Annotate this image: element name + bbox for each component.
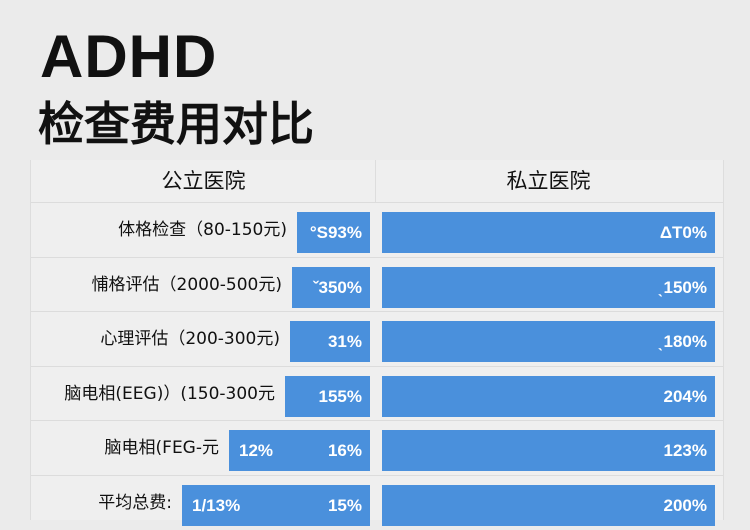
bar-private-label: ˎ150% xyxy=(657,277,707,297)
bar-public-label: °S93% xyxy=(309,223,362,242)
bar-public: 1/13% 15% xyxy=(182,484,370,526)
title-line-1: ADHD xyxy=(40,23,218,90)
row-label: 体格检查（80-150元) xyxy=(118,220,287,240)
bar-public-label: ˇ350% xyxy=(312,277,362,297)
title-line-2: 检查费用对比 xyxy=(38,97,314,151)
bar-public-label: 15% xyxy=(327,495,362,515)
bar-public: 31% xyxy=(290,321,370,362)
bar-public-label: 12% xyxy=(239,441,274,460)
header-public: 公立医院 xyxy=(161,169,246,193)
bar-private: ˎ150% xyxy=(382,266,715,308)
bar-private-label: 123% xyxy=(663,441,707,460)
bar-private: 200% xyxy=(382,484,715,526)
bar-private: 204% xyxy=(382,375,715,417)
bar-public-label: 16% xyxy=(327,441,362,460)
bar-public: 155% xyxy=(285,375,370,417)
bar-public-label: 31% xyxy=(327,332,362,351)
bar-private-label: 204% xyxy=(663,386,707,406)
table-row: 平均总费: 1/13% 15% 200% xyxy=(31,474,723,530)
bar-public-label: 1/13% xyxy=(192,495,241,515)
bar-public: 12% 16% xyxy=(229,430,370,471)
header-private: 私立医院 xyxy=(506,169,591,193)
row-label: 悑格评估（2000-500元) xyxy=(91,274,282,295)
bar-public-label: 155% xyxy=(318,386,362,406)
table-row: 脑电相(FEG-元 12% 16% 123% xyxy=(31,420,723,475)
bar-private-label: ˎ180% xyxy=(657,332,707,351)
table-row: 心理评估（200-300元) 31% ˎ180% xyxy=(31,311,723,366)
bar-public: ˇ350% xyxy=(292,266,370,308)
bar-public: °S93% xyxy=(297,212,370,253)
bar-private: ˎ180% xyxy=(382,321,715,362)
row-label: 心理评估（200-300元) xyxy=(100,329,280,349)
comparison-table: 公立医院 私立医院 体格检查（80-150元) °S93% ΔT0% 悑格评估（200… xyxy=(30,160,724,526)
table-row: 体格检查（80-150元) °S93% ΔT0% xyxy=(31,202,723,257)
header-divider xyxy=(375,160,376,202)
table-row: 脑电相(EEG)）(150-300元 155% 204% xyxy=(31,365,723,421)
bar-private: 123% xyxy=(382,430,715,471)
row-label: 脑电相(EEG)）(150-300元 xyxy=(64,383,275,404)
row-label: 平均总费: xyxy=(98,492,172,513)
bar-private-label: ΔT0% xyxy=(659,223,707,242)
table-row: 悑格评估（2000-500元) ˇ350% ˎ150% xyxy=(31,256,723,312)
bar-private: ΔT0% xyxy=(382,212,715,253)
row-label: 脑电相(FEG-元 xyxy=(104,438,219,458)
bar-private-label: 200% xyxy=(663,495,707,515)
